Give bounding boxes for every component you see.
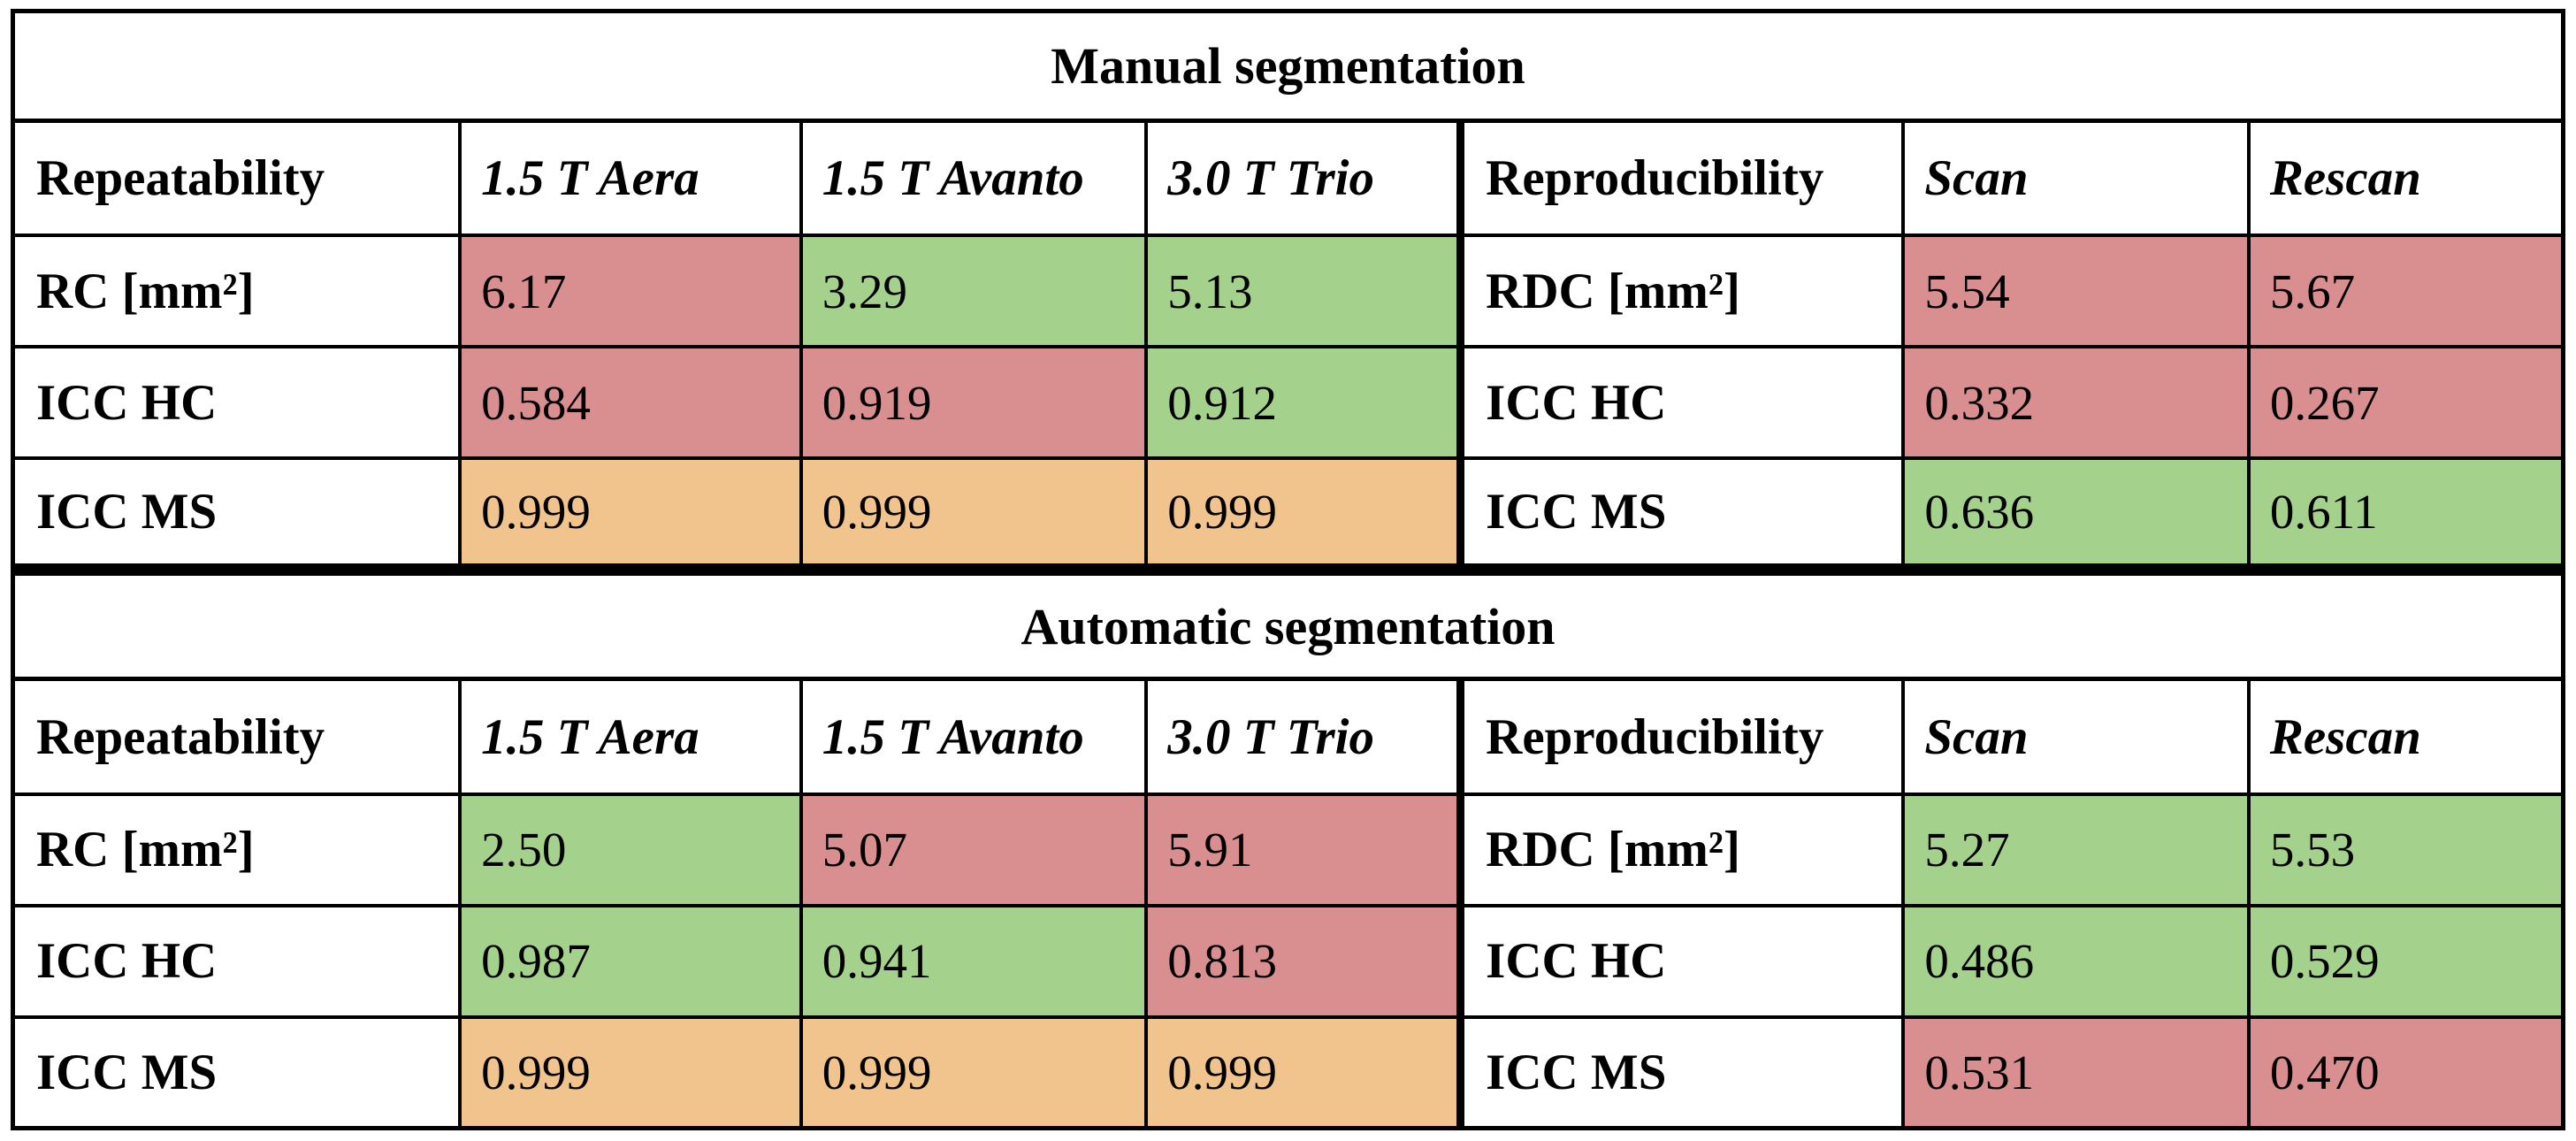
row-label: RDC [mm²] <box>1456 792 1906 907</box>
value-cell: 0.987 <box>458 903 803 1019</box>
column-header-scanner: 1.5 T Aera <box>458 677 803 796</box>
value-cell: 0.486 <box>1901 903 2251 1019</box>
value-cell: 5.07 <box>799 792 1149 907</box>
table-row: RC [mm²] 2.50 5.07 5.91 RDC [mm²] 5.27 5… <box>11 792 2565 907</box>
section-title: Automatic segmentation <box>11 563 2565 682</box>
row-label: ICC HC <box>1456 345 1906 461</box>
table-row: ICC MS 0.999 0.999 0.999 ICC MS 0.531 0.… <box>11 1015 2565 1130</box>
value-cell: 5.91 <box>1144 792 1463 907</box>
row-label: ICC HC <box>11 903 462 1019</box>
row-label: ICC HC <box>1456 903 1906 1019</box>
row-label: ICC MS <box>11 456 462 571</box>
value-cell: 0.919 <box>799 345 1149 461</box>
value-cell: 0.529 <box>2246 903 2565 1019</box>
value-cell: 0.584 <box>458 345 803 461</box>
column-header-scanner: 3.0 T Trio <box>1144 677 1463 796</box>
value-cell: 0.813 <box>1144 903 1463 1019</box>
value-cell: 0.332 <box>1901 345 2251 461</box>
row-label: ICC MS <box>1456 456 1906 571</box>
value-cell: 0.999 <box>799 1015 1149 1130</box>
value-cell: 0.999 <box>1144 456 1463 571</box>
section-title-row: Manual segmentation <box>11 9 2565 123</box>
row-label: ICC MS <box>11 1015 462 1130</box>
value-cell: 0.941 <box>799 903 1149 1019</box>
value-cell: 0.636 <box>1901 456 2251 571</box>
results-table: Manual segmentation Repeatability 1.5 T … <box>11 9 2565 1130</box>
table-header-row: Repeatability 1.5 T Aera 1.5 T Avanto 3.… <box>11 677 2565 796</box>
column-header-scanner: 3.0 T Trio <box>1144 119 1463 238</box>
column-header-repeatability: Repeatability <box>11 119 462 238</box>
value-cell: 0.999 <box>1144 1015 1463 1130</box>
column-header-scan: Scan <box>1901 677 2251 796</box>
column-header-scanner: 1.5 T Aera <box>458 119 803 238</box>
value-cell: 5.27 <box>1901 792 2251 907</box>
row-label: RDC [mm²] <box>1456 234 1906 349</box>
column-header-rescan: Rescan <box>2246 119 2565 238</box>
column-header-repeatability: Repeatability <box>11 677 462 796</box>
value-cell: 6.17 <box>458 234 803 349</box>
value-cell: 0.999 <box>458 456 803 571</box>
value-cell: 0.912 <box>1144 345 1463 461</box>
value-cell: 5.67 <box>2246 234 2565 349</box>
value-cell: 0.267 <box>2246 345 2565 461</box>
value-cell: 5.54 <box>1901 234 2251 349</box>
value-cell: 0.470 <box>2246 1015 2565 1130</box>
row-label: RC [mm²] <box>11 792 462 907</box>
row-label: ICC HC <box>11 345 462 461</box>
table-row: ICC HC 0.584 0.919 0.912 ICC HC 0.332 0.… <box>11 345 2565 461</box>
section-title: Manual segmentation <box>11 9 2565 123</box>
value-cell: 5.13 <box>1144 234 1463 349</box>
column-header-scanner: 1.5 T Avanto <box>799 119 1149 238</box>
value-cell: 2.50 <box>458 792 803 907</box>
value-cell: 0.531 <box>1901 1015 2251 1130</box>
row-label: ICC MS <box>1456 1015 1906 1130</box>
table-row: ICC HC 0.987 0.941 0.813 ICC HC 0.486 0.… <box>11 903 2565 1019</box>
column-header-scan: Scan <box>1901 119 2251 238</box>
row-label: RC [mm²] <box>11 234 462 349</box>
column-header-reproducibility: Reproducibility <box>1456 119 1906 238</box>
value-cell: 0.999 <box>458 1015 803 1130</box>
value-cell: 3.29 <box>799 234 1149 349</box>
table-row: ICC MS 0.999 0.999 0.999 ICC MS 0.636 0.… <box>11 456 2565 571</box>
column-header-rescan: Rescan <box>2246 677 2565 796</box>
column-header-reproducibility: Reproducibility <box>1456 677 1906 796</box>
column-header-scanner: 1.5 T Avanto <box>799 677 1149 796</box>
value-cell: 0.611 <box>2246 456 2565 571</box>
value-cell: 5.53 <box>2246 792 2565 907</box>
section-title-row: Automatic segmentation <box>11 563 2565 682</box>
table-header-row: Repeatability 1.5 T Aera 1.5 T Avanto 3.… <box>11 119 2565 238</box>
table-row: RC [mm²] 6.17 3.29 5.13 RDC [mm²] 5.54 5… <box>11 234 2565 349</box>
value-cell: 0.999 <box>799 456 1149 571</box>
